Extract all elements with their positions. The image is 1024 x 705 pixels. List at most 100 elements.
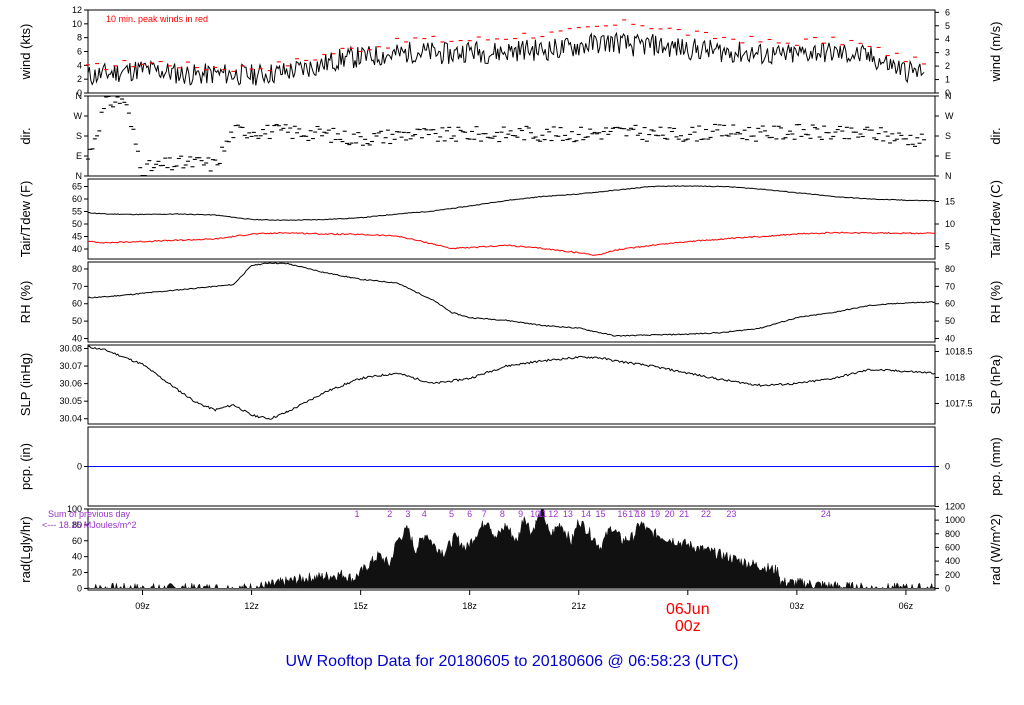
dir-ytick-right-label: N <box>945 91 952 101</box>
rad-ytick-right-label: 800 <box>945 529 960 539</box>
slp-ytick-right-label: 1017.5 <box>945 398 973 408</box>
temp-ytick-left-label: 65 <box>72 182 82 192</box>
wind-annotation: 10 min. peak winds in red <box>106 14 208 24</box>
rad-ytick-right-label: 1000 <box>945 515 965 525</box>
x-tick-label: 03z <box>790 601 805 611</box>
x-tick-label: 06z <box>899 601 914 611</box>
rh-ytick-left-label: 40 <box>72 334 82 344</box>
wind-ytick-right-label: 5 <box>945 21 950 31</box>
pcp-ylabel: pcp. (in) <box>18 443 33 490</box>
rad-ytick-right-label: 1200 <box>945 501 965 511</box>
rad-hour-marker: 14 <box>581 509 591 519</box>
rh-ytick-right-label: 40 <box>945 334 955 344</box>
rh-frame <box>87 261 936 343</box>
rad-hour-marker: 7 <box>482 509 487 519</box>
slp-ytick-right-label: 1018 <box>945 372 965 382</box>
temp-ytick-left-label: 55 <box>72 207 82 217</box>
rad-hour-marker: 9 <box>518 509 523 519</box>
x-tick-label: 12z <box>244 601 259 611</box>
x-axis: 09z 12z 15z 18z 21z 03z 06z <box>135 590 914 611</box>
rh-ytick-right-label: 80 <box>945 264 955 274</box>
rad-hour-marker: 23 <box>726 509 736 519</box>
rad-hour-marker: 21 <box>679 509 689 519</box>
dir-ytick-right-label: S <box>945 131 951 141</box>
dir-ytick-left-label: W <box>74 111 83 121</box>
temp-ytick-left-label: 40 <box>72 244 82 254</box>
rad-hour-marker: 10 <box>530 509 540 519</box>
temp-ylabel-right: Tair/Tdew (C) <box>988 180 1003 258</box>
rh-ytick-right-label: 50 <box>945 316 955 326</box>
date-sublabel: 00z <box>675 618 701 635</box>
slp-ytick-left-label: 30.04 <box>59 414 82 424</box>
slp-ytick-left-label: 30.06 <box>59 379 82 389</box>
slp-ytick-right-label: 1018.5 <box>945 346 973 356</box>
x-tick-label: 15z <box>353 601 368 611</box>
rh-ytick-left-label: 60 <box>72 299 82 309</box>
wind-ytick-left-label: 8 <box>77 33 82 43</box>
temp-tdew-line <box>87 231 936 256</box>
slp-ytick-left-label: 30.08 <box>59 344 82 354</box>
wind-ylabel: wind (kts) <box>18 24 33 81</box>
rh-ytick-left-label: 50 <box>72 316 82 326</box>
date-label: 06Jun <box>666 601 710 618</box>
temp-ytick-left-label: 45 <box>72 232 82 242</box>
rad-hour-marker: 15 <box>596 509 606 519</box>
slp-ytick-left-label: 30.05 <box>59 396 82 406</box>
rad-ytick-left-label: 40 <box>72 552 82 562</box>
chart-title: UW Rooftop Data for 20180605 to 20180606… <box>286 653 739 670</box>
rad-frame <box>87 508 936 591</box>
dir-ylabel-right: dir. <box>988 127 1003 144</box>
rad-ytick-left-label: 60 <box>72 536 82 546</box>
wind-ytick-left-label: 10 <box>72 19 82 29</box>
panel-rh: 40 50 60 70 80 40 50 60 70 80 RH (%) RH (%) <box>18 261 1003 344</box>
rad-hour-marker: 17 <box>628 509 638 519</box>
pcp-ytick-left-label: 0 <box>77 462 82 472</box>
wind-ytick-right-label: 2 <box>945 61 950 71</box>
rad-ytick-left-label: 20 <box>72 568 82 578</box>
dir-ytick-left-label: N <box>76 91 83 101</box>
wind-ytick-right-label: 1 <box>945 75 950 85</box>
rad-hour-marker: 2 <box>387 509 392 519</box>
pcp-ytick-right-label: 0 <box>945 462 950 472</box>
slp-slp-line <box>87 345 936 420</box>
wind-ytick-left-label: 4 <box>77 60 82 70</box>
wind-ytick-right-label: 0 <box>945 88 950 98</box>
wind-frame <box>87 9 936 94</box>
temp-ytick-left-label: 60 <box>72 194 82 204</box>
temp-ylabel: Tair/Tdew (F) <box>18 181 33 258</box>
rad-ytick-right-label: 200 <box>945 570 960 580</box>
dir-ytick-right-label: W <box>945 111 954 121</box>
pcp-ylabel-right: pcp. (mm) <box>988 437 1003 496</box>
temp-ytick-right-label: 15 <box>945 197 955 207</box>
rad-sum-label: Sum of previous day <box>48 509 131 519</box>
temp-ytick-left-label: 50 <box>72 219 82 229</box>
rad-hour-marker: 3 <box>405 509 410 519</box>
rh-rh-line <box>87 262 936 337</box>
panel-slp: 30.04 30.05 30.06 30.07 30.08 1017.5 1018 1018.… <box>18 344 1003 425</box>
rh-ytick-left-label: 70 <box>72 281 82 291</box>
rad-ytick-right-label: 0 <box>945 583 950 593</box>
slp-ylabel: SLP (inHg) <box>18 353 33 416</box>
rad-hour-marker: 22 <box>701 509 711 519</box>
rad-hour-marker: 13 <box>563 509 573 519</box>
rh-ylabel-right: RH (%) <box>988 281 1003 324</box>
rad-hour-marker: 12 <box>548 509 558 519</box>
dir-ytick-left-label: S <box>76 131 82 141</box>
wind-ytick-right-label: 6 <box>945 7 950 17</box>
rad-rad-area <box>87 508 936 590</box>
temp-tair-line <box>87 185 936 221</box>
slp-ytick-left-label: 30.07 <box>59 361 82 371</box>
dir-ytick-right-label: N <box>945 171 952 181</box>
slp-frame <box>87 344 936 425</box>
wind-ytick-left-label: 0 <box>77 88 82 98</box>
rad-hour-marker: 18 <box>636 509 646 519</box>
panel-temp: 40 45 50 55 60 65 5 10 15 Tair/Tdew (F) Tair/Tdew … <box>18 178 1003 260</box>
rad-ytick-left-label: 80 <box>72 520 82 530</box>
rad-hour-marker: 6 <box>467 509 472 519</box>
rh-ytick-left-label: 80 <box>72 264 82 274</box>
rad-hour-marker: 19 <box>650 509 660 519</box>
